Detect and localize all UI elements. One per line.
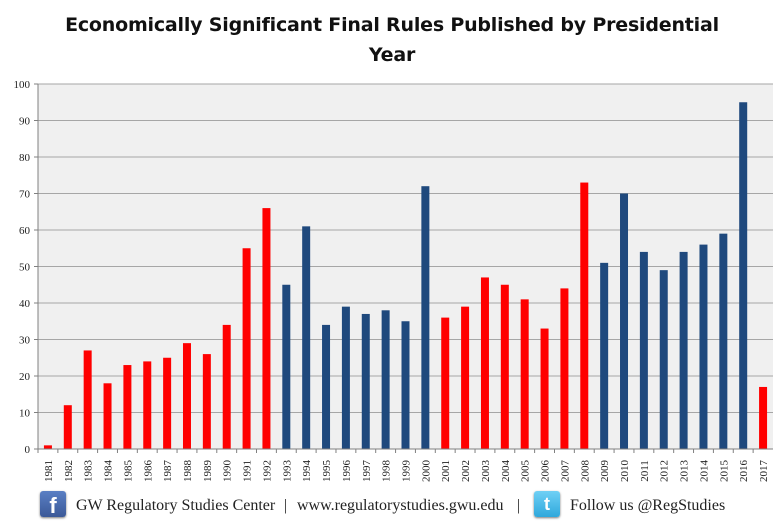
- twitter-icon[interactable]: t: [534, 491, 560, 517]
- y-tick-label-80: 80: [19, 152, 31, 164]
- bar-2015: [719, 233, 728, 449]
- x-tick-label-1989: 1989: [202, 460, 214, 483]
- chart-title-line-2: Year: [368, 44, 416, 66]
- x-tick-label-2007: 2007: [559, 460, 571, 483]
- x-tick-label-2004: 2004: [500, 460, 512, 483]
- x-tick-label-1984: 1984: [103, 460, 115, 483]
- x-tick-label-2015: 2015: [718, 460, 730, 483]
- bar-1998: [381, 310, 390, 449]
- x-tick-label-1998: 1998: [381, 460, 393, 483]
- x-tick-label-1993: 1993: [281, 460, 293, 483]
- y-tick-label-10: 10: [19, 408, 31, 420]
- x-tick-label-1982: 1982: [63, 460, 75, 482]
- bar-1994: [302, 226, 311, 449]
- footer-url[interactable]: www.regulatorystudies.gwu.edu: [297, 497, 504, 514]
- x-tick-label-2008: 2008: [579, 460, 591, 483]
- bar-1985: [123, 365, 132, 449]
- bar-1999: [401, 321, 410, 449]
- bar-1991: [242, 248, 251, 449]
- bar-2006: [540, 328, 549, 449]
- bar-1989: [202, 354, 211, 449]
- bar-2014: [699, 244, 708, 449]
- y-tick-label-60: 60: [19, 225, 31, 237]
- chart-title-line-1: Economically Significant Final Rules Pub…: [65, 14, 719, 36]
- footer-separator-2: |: [517, 497, 521, 514]
- footer-org: GW Regulatory Studies Center: [76, 497, 276, 514]
- x-tick-label-2011: 2011: [639, 460, 651, 482]
- bar-1982: [63, 405, 72, 449]
- bar-2009: [600, 262, 609, 449]
- footer-follow[interactable]: Follow us @RegStudies: [570, 497, 726, 514]
- x-tick-label-2002: 2002: [460, 460, 472, 482]
- bar-1981: [43, 445, 52, 449]
- y-tick-label-100: 100: [14, 79, 31, 91]
- bar-chart: 0 10 20 30 40 50 60 70 80 90 100 1981 1982 1983 1984 19…: [14, 79, 773, 483]
- bar-2016: [739, 102, 748, 449]
- bar-1988: [182, 343, 191, 449]
- bar-2000: [421, 186, 430, 449]
- x-tick-label-2003: 2003: [480, 460, 492, 483]
- bar-2008: [580, 182, 589, 450]
- bar-1990: [222, 324, 231, 449]
- chart-title: Economically Significant Final Rules Pub…: [0, 10, 784, 70]
- bar-2001: [441, 317, 450, 449]
- x-tick-label-2009: 2009: [599, 460, 611, 483]
- bar-1983: [83, 350, 92, 449]
- x-tick-label-2014: 2014: [698, 460, 710, 483]
- x-tick-label-1996: 1996: [341, 460, 353, 483]
- bar-2012: [659, 270, 668, 449]
- x-tick-label-2001: 2001: [440, 460, 452, 482]
- x-tick-label-1995: 1995: [321, 460, 333, 483]
- x-tick-label-1981: 1981: [43, 460, 55, 482]
- footer-separator-1: |: [284, 497, 288, 514]
- y-tick-label-30: 30: [19, 335, 31, 347]
- x-tick-label-2013: 2013: [679, 460, 691, 483]
- x-tick-label-1988: 1988: [182, 460, 194, 483]
- y-tick-label-40: 40: [19, 298, 31, 310]
- footer: f GW Regulatory Studies Center | www.reg…: [0, 491, 784, 527]
- x-tick-label-1987: 1987: [162, 460, 174, 483]
- x-tick-label-1997: 1997: [361, 460, 373, 483]
- bar-2007: [560, 288, 569, 449]
- bar-1987: [163, 357, 172, 449]
- bar-2017: [759, 386, 768, 449]
- x-tick-label-2005: 2005: [520, 460, 532, 483]
- x-tick-label-1990: 1990: [222, 460, 234, 483]
- y-tick-label-20: 20: [19, 371, 31, 383]
- x-tick-label-2010: 2010: [619, 460, 631, 483]
- x-tick-label-1994: 1994: [301, 460, 313, 483]
- bar-1997: [361, 313, 370, 449]
- bar-2004: [500, 284, 509, 449]
- x-tick-label-1983: 1983: [83, 460, 95, 483]
- x-tick-label-1992: 1992: [261, 460, 273, 482]
- x-tick-label-1999: 1999: [401, 460, 413, 483]
- bar-2010: [620, 193, 629, 449]
- bar-2013: [679, 251, 688, 449]
- bar-2002: [461, 306, 470, 449]
- bar-1995: [322, 324, 331, 449]
- bar-1992: [262, 208, 271, 449]
- bar-1993: [282, 284, 291, 449]
- facebook-icon[interactable]: f: [40, 491, 66, 518]
- y-tick-label-70: 70: [19, 189, 31, 201]
- x-tick-label-1985: 1985: [122, 460, 134, 483]
- x-tick-label-1986: 1986: [142, 460, 154, 483]
- y-tick-label-90: 90: [19, 116, 31, 128]
- x-tick-label-2016: 2016: [738, 460, 750, 483]
- x-tick-label-2012: 2012: [659, 460, 671, 482]
- bar-1996: [341, 306, 350, 449]
- x-tick-label-2017: 2017: [758, 460, 770, 483]
- y-tick-label-50: 50: [19, 262, 31, 274]
- x-tick-label-1991: 1991: [242, 460, 254, 482]
- x-tick-label-2000: 2000: [420, 460, 432, 483]
- bar-1984: [103, 383, 112, 449]
- bar-2011: [639, 251, 648, 449]
- bar-1986: [143, 361, 152, 449]
- y-tick-label-0: 0: [25, 444, 31, 456]
- bar-2005: [520, 299, 529, 449]
- bar-2003: [480, 277, 489, 449]
- x-tick-label-2006: 2006: [540, 460, 552, 483]
